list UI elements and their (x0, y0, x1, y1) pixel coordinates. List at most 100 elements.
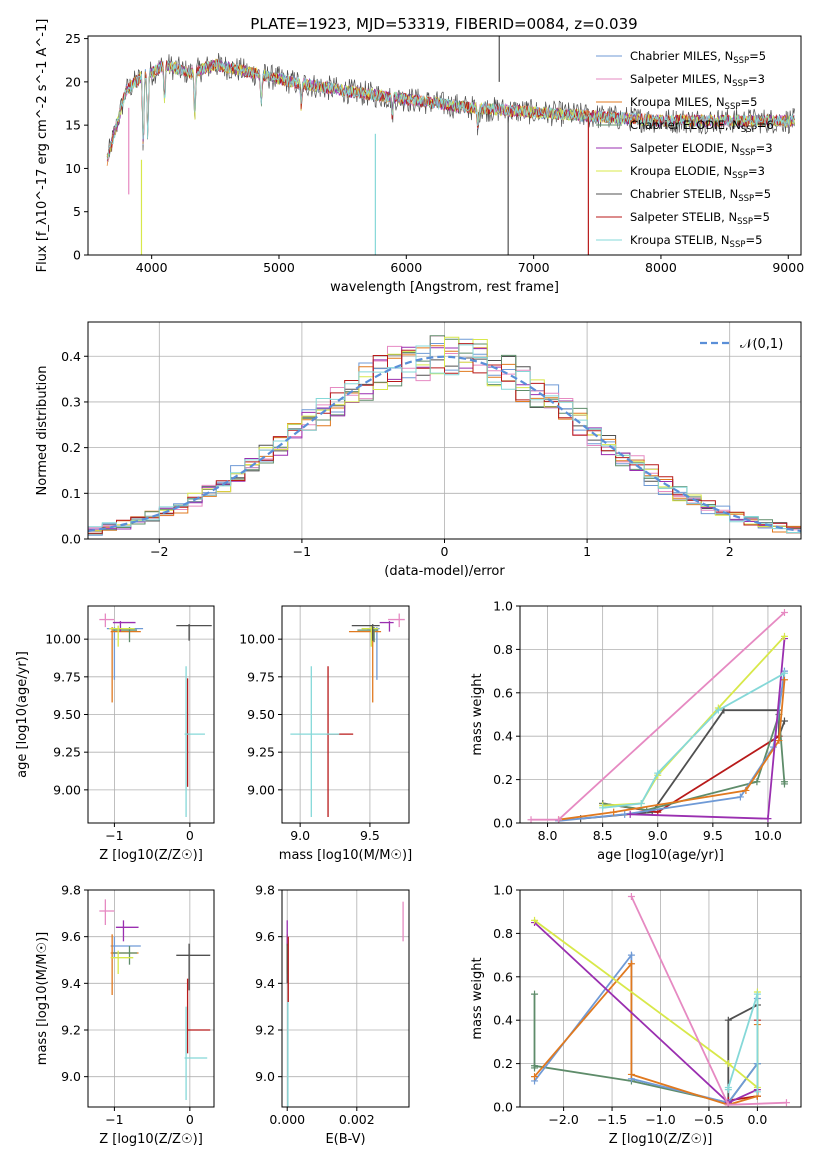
legend-text: Kroupa STELIB, N (630, 233, 730, 247)
y-tick-label: 0.0 (493, 816, 513, 831)
legend-entry-6: Chabrier STELIB, NSSP=5 (630, 187, 771, 204)
spectrum-line-8 (107, 59, 795, 160)
x-tick-label: 9.0 (648, 828, 668, 843)
weight-line-4 (533, 921, 758, 1104)
x-tick-label: 8.5 (593, 828, 613, 843)
y-axis-label: mass weight (470, 957, 485, 1039)
weight-line-0 (533, 952, 759, 1104)
x-axis-label: Z [log10(Z/Z☉)] (99, 1132, 203, 1147)
axes-frame (281, 889, 410, 1108)
legend-value: =5 (753, 210, 770, 224)
x-tick-label: 4000 (136, 260, 168, 275)
weight-marker-4 (764, 815, 772, 823)
plot-area (88, 335, 801, 536)
y-tick-label: 9.00 (53, 782, 81, 797)
legend-text: Salpeter ELODIE, N (630, 141, 740, 155)
legend-value: =5 (754, 187, 771, 201)
y-axis-label: age [log10(age/yr)] (15, 651, 30, 778)
legend-value: =5 (745, 233, 762, 247)
y-tick-label: 9.4 (61, 976, 81, 991)
weight-marker-1 (627, 893, 635, 901)
panel-mass-vs-Z: −1 0 9.0 9.2 9.4 9.6 9.8 Z [log10(Z/Z☉)] mass [l… (35, 883, 215, 1147)
y-tick-label: 9.4 (255, 976, 275, 991)
weight-line-3 (602, 714, 786, 811)
legend-entry-7: Salpeter STELIB, NSSP=5 (630, 210, 770, 227)
weight-line-0 (558, 670, 786, 822)
y-tick-label: 0.2 (493, 1056, 513, 1071)
legend-text: Kroupa MILES, N (630, 95, 725, 109)
weight-marker-5 (780, 632, 788, 640)
plot-area (106, 36, 795, 255)
legend-value: =3 (748, 164, 765, 178)
y-tick-label: 9.8 (61, 883, 81, 898)
x-axis-label: age [log10(age/yr)] (597, 848, 724, 863)
weight-marker-8 (724, 1083, 732, 1091)
weight-marker-3 (753, 778, 761, 786)
y-tick-label: 9.75 (247, 669, 275, 684)
legend-entry-3: Chabrier ELODIE, NSSP=6 (630, 118, 774, 135)
panel-residuals: −2 −1 0 1 2 0.0 0.1 0.2 0.3 0.4 (data-model)/error… (35, 321, 802, 579)
legend-value: =3 (756, 141, 773, 155)
y-tick-label: 1.0 (493, 599, 513, 614)
weight-marker-8 (753, 1088, 761, 1096)
y-tick-label: 0.0 (61, 532, 81, 547)
x-tick-label: 7000 (518, 260, 550, 275)
legend-entry-1: Salpeter MILES, NSSP=3 (630, 72, 765, 89)
legend-entry-8: Kroupa STELIB, NSSP=5 (630, 233, 762, 250)
weight-marker-0 (736, 793, 744, 801)
x-tick-label: 0 (186, 1112, 194, 1127)
weight-marker-6 (724, 1016, 732, 1024)
legend-normal-label: 𝒩(0,1) (740, 337, 783, 352)
y-tick-label: 0.4 (61, 349, 81, 364)
y-tick-label: 9.2 (61, 1023, 81, 1038)
x-tick-label: 5000 (263, 260, 295, 275)
weight-marker-2 (610, 808, 618, 816)
y-axis-label: mass weight (470, 673, 485, 755)
y-tick-label: 10.00 (239, 632, 275, 647)
x-axis-label: wavelength [Angstrom, rest frame] (330, 280, 559, 295)
y-tick-label: 9.8 (255, 883, 275, 898)
x-tick-label: 9.0 (290, 828, 310, 843)
y-tick-label: 1.0 (493, 883, 513, 898)
x-tick-label: 6000 (390, 260, 422, 275)
y-tick-label: 9.0 (61, 1069, 81, 1084)
x-tick-label: 10.0 (754, 828, 782, 843)
y-tick-label: 20 (65, 74, 81, 89)
weight-line-6 (580, 709, 786, 820)
y-tick-label: 0.2 (61, 440, 81, 455)
weight-marker-0 (627, 951, 635, 959)
weight-line-7 (728, 1020, 759, 1102)
y-tick-label: 0 (73, 248, 81, 263)
legend-entry-2: Kroupa MILES, NSSP=5 (630, 95, 757, 112)
y-tick-label: 9.00 (247, 782, 275, 797)
weight-marker-5 (724, 1060, 732, 1068)
axes-frame (87, 35, 802, 256)
x-tick-label: −1.5 (597, 1112, 627, 1127)
x-tick-label: −1 (105, 1112, 123, 1127)
x-tick-label: −1 (105, 828, 123, 843)
y-tick-label: 0.0 (493, 1100, 513, 1115)
x-axis-label: Z [log10(Z/Z☉)] (99, 848, 203, 863)
x-axis-label: (data-model)/error (384, 564, 505, 579)
y-tick-label: 9.6 (61, 929, 81, 944)
x-tick-label: −0.5 (694, 1112, 724, 1127)
weight-marker-8 (599, 804, 607, 812)
panel-age-vs-mass: 9.0 9.5 9.00 9.25 9.50 9.75 10.00 mass [log10(M… (239, 605, 412, 863)
x-tick-label: −2.0 (548, 1112, 578, 1127)
weight-marker-2 (531, 1073, 539, 1081)
plot-area (290, 613, 405, 817)
x-tick-label: 0.002 (339, 1112, 375, 1127)
x-axis-label: Z [log10(Z/Z☉)] (609, 1132, 713, 1147)
weight-marker-1 (780, 609, 788, 617)
legend-value: =5 (749, 49, 766, 63)
y-tick-label: 0.6 (493, 969, 513, 984)
x-axis-label: mass [log10(M/M☉)] (279, 848, 412, 863)
weight-marker-8 (654, 769, 662, 777)
legend-entry-0: Chabrier MILES, NSSP=5 (630, 49, 766, 66)
weight-marker-2 (627, 1070, 635, 1078)
x-tick-label: 2 (726, 544, 734, 559)
legend-text: Salpeter MILES, N (630, 72, 732, 86)
panel-mass-vs-EBV: 0.000 0.002 9.0 9.2 9.4 9.6 9.8 E(B-V) (255, 883, 410, 1147)
y-tick-label: 0.8 (493, 926, 513, 941)
x-axis-label: E(B-V) (325, 1132, 365, 1147)
